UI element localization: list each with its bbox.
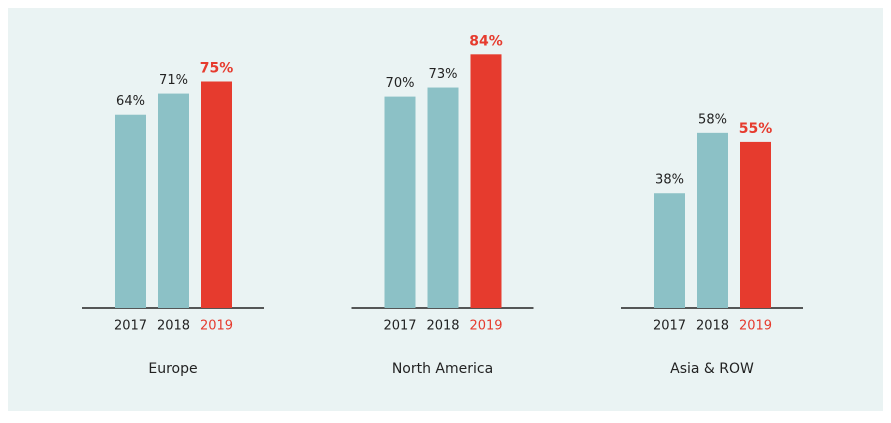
series-label: 2017 bbox=[114, 319, 147, 334]
bar bbox=[201, 81, 232, 308]
value-label: 55% bbox=[739, 121, 773, 137]
category-label: Asia & ROW bbox=[670, 361, 754, 377]
series-label: 2019 bbox=[200, 319, 233, 334]
series-label: 2017 bbox=[653, 319, 686, 334]
category-label: North America bbox=[392, 361, 493, 377]
bar bbox=[158, 93, 189, 308]
series-label: 2017 bbox=[383, 319, 416, 334]
value-label: 64% bbox=[116, 94, 145, 109]
value-label: 71% bbox=[159, 73, 188, 88]
category-label: Europe bbox=[148, 361, 197, 377]
bar bbox=[470, 54, 502, 308]
bar bbox=[740, 141, 771, 308]
series-label: 2018 bbox=[157, 319, 190, 334]
bar bbox=[654, 193, 685, 308]
value-label: 84% bbox=[469, 33, 503, 49]
value-label: 75% bbox=[200, 61, 234, 77]
series-label: 2018 bbox=[696, 319, 729, 334]
series-label: 2018 bbox=[426, 319, 459, 334]
bar bbox=[697, 132, 728, 308]
bar bbox=[427, 87, 459, 308]
value-label: 38% bbox=[655, 173, 684, 188]
value-label: 58% bbox=[698, 112, 727, 127]
series-label: 2019 bbox=[469, 319, 502, 334]
bar bbox=[115, 114, 146, 308]
bar bbox=[384, 96, 416, 308]
value-label: 70% bbox=[386, 76, 415, 91]
value-label: 73% bbox=[429, 67, 458, 82]
series-label: 2019 bbox=[739, 319, 772, 334]
